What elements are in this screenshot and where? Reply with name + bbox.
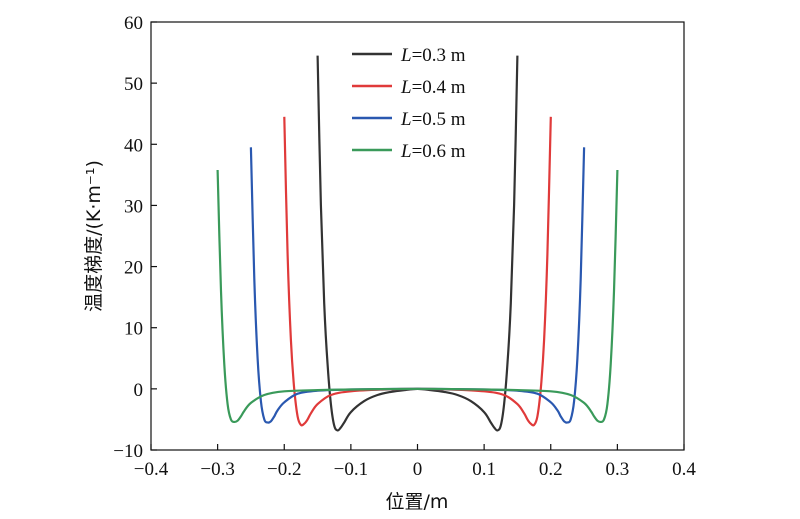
x-tick-label: −0.1 [334, 459, 368, 480]
x-tick-label: 0.3 [606, 459, 630, 480]
y-tick-label: 10 [124, 319, 143, 340]
x-tick-label: −0.2 [267, 459, 301, 480]
y-tick-label: 60 [124, 13, 143, 34]
legend-label: L=0.6 m [400, 141, 466, 162]
series-line-4 [216, 169, 619, 424]
x-tick-label: 0 [413, 459, 423, 480]
series-line-3 [249, 147, 586, 424]
x-tick-label: 0.4 [672, 459, 696, 480]
legend-label-rest: =0.6 m [412, 141, 466, 162]
axis-ticks: −0.4 −0.3 −0.2 −0.1 0 0.1 0.2 0.3 0.4 −10 0 10 20 30 4… [113, 13, 696, 480]
legend-label-rest: =0.4 m [412, 77, 466, 98]
legend-label-italic: L [400, 141, 412, 162]
legend-label: L=0.4 m [400, 77, 466, 98]
legend-label-italic: L [400, 45, 412, 66]
legend-label-rest: =0.5 m [412, 109, 466, 130]
series-lines [216, 55, 619, 432]
y-axis-label: 温度梯度/(K·m⁻¹) [83, 160, 105, 312]
x-tick-label: −0.3 [200, 459, 234, 480]
x-tick-label: −0.4 [134, 459, 169, 480]
y-tick-label: 30 [124, 196, 143, 217]
x-axis-label: 位置/m [386, 491, 449, 513]
legend-label-rest: =0.3 m [412, 45, 466, 66]
y-tick-label: 40 [124, 135, 143, 156]
legend: L=0.3 mL=0.4 mL=0.5 mL=0.6 m [352, 45, 466, 162]
y-tick-label: −10 [113, 441, 143, 462]
legend-label-italic: L [400, 109, 412, 130]
legend-label: L=0.3 m [400, 45, 466, 66]
y-tick-label: 0 [134, 380, 144, 401]
y-tick-label: 50 [124, 74, 143, 95]
y-tick-label: 20 [124, 258, 143, 279]
legend-label: L=0.5 m [400, 109, 466, 130]
legend-label-italic: L [400, 77, 412, 98]
x-tick-label: 0.1 [472, 459, 496, 480]
x-tick-label: 0.2 [539, 459, 563, 480]
